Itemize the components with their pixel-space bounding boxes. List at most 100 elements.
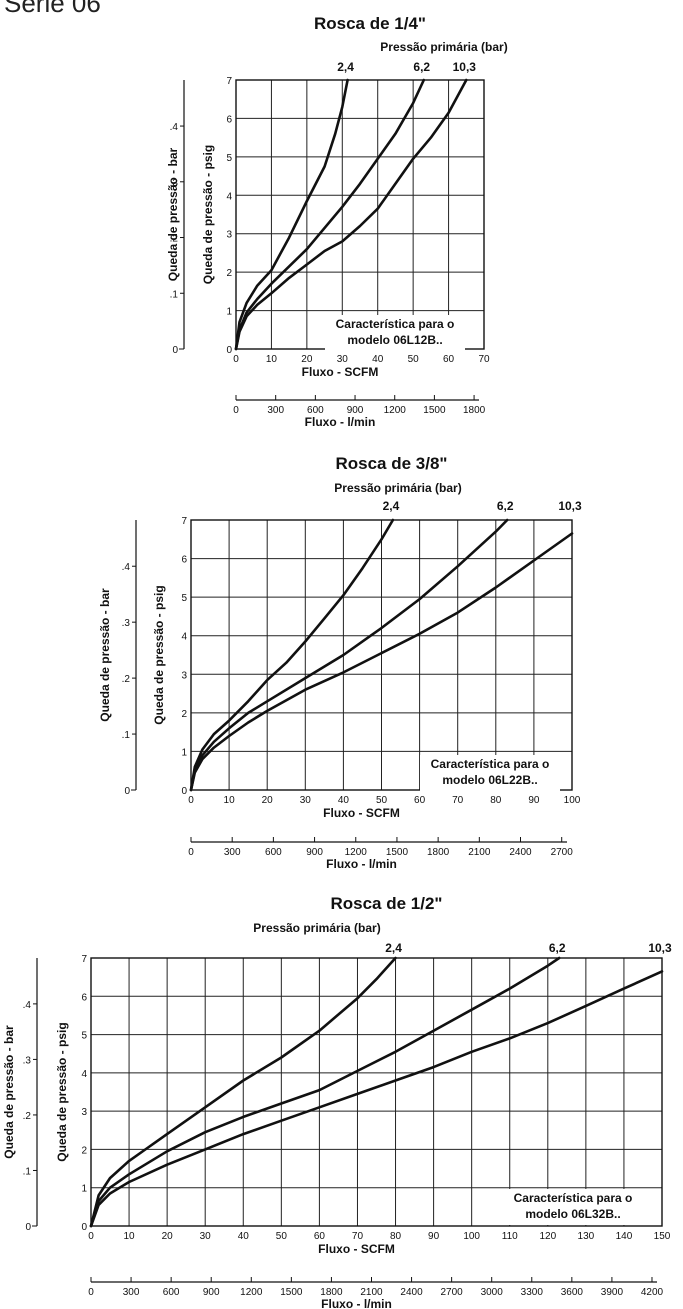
x-tick-label: 100 <box>463 1231 480 1242</box>
x2-tick-label: 1200 <box>384 405 407 416</box>
y-tick-label: 4 <box>181 632 187 643</box>
x-tick-label: 10 <box>224 795 236 806</box>
x2-tick-label: 600 <box>307 405 324 416</box>
x-tick-label: 110 <box>502 1231 518 1242</box>
x-tick-label: 130 <box>578 1231 595 1242</box>
y-tick-label: 6 <box>81 992 87 1003</box>
y-tick-label: 2 <box>226 268 232 279</box>
y-tick-label: 3 <box>226 230 232 241</box>
x2-tick-label: 3900 <box>601 1287 624 1298</box>
x-tick-label: 150 <box>654 1231 671 1242</box>
note-line-1: Característica para o <box>431 757 550 771</box>
x2-tick-label: 2400 <box>400 1287 423 1298</box>
x-tick-label: 10 <box>124 1231 136 1242</box>
y-tick-label: 3 <box>181 670 187 681</box>
x2-tick-label: 1500 <box>423 405 446 416</box>
y-tick-label: 1 <box>181 747 187 758</box>
x-tick-label: 50 <box>376 795 388 806</box>
x2-tick-label: 3600 <box>561 1287 584 1298</box>
x-tick-label: 60 <box>414 795 426 806</box>
series-label: 6,2 <box>497 499 514 513</box>
series-line <box>234 78 426 351</box>
x-tick-label: 60 <box>314 1231 326 1242</box>
note-background <box>420 755 560 791</box>
y-axis-label: Queda de pressão - psig <box>55 1022 69 1161</box>
x-tick-label: 20 <box>162 1231 174 1242</box>
series-line <box>89 956 561 1228</box>
y-axis-label: Queda de pressão - psig <box>201 145 215 284</box>
series-label: 2,4 <box>383 499 400 513</box>
y-tick-label: 7 <box>81 954 87 965</box>
note-line-2: modelo 06L32B.. <box>525 1207 620 1221</box>
x-tick-label: 20 <box>262 795 274 806</box>
x-tick-label: 0 <box>188 795 194 806</box>
x2-tick-label: 300 <box>123 1287 140 1298</box>
y-tick-label: 3 <box>81 1107 87 1118</box>
y-tick-label: 7 <box>226 76 232 87</box>
note-line-1: Característica para o <box>514 1191 633 1205</box>
x-tick-label: 40 <box>338 795 350 806</box>
y2-axis-label: Queda de pressão - bar <box>2 1025 16 1159</box>
note-line-2: modelo 06L12B.. <box>347 333 442 347</box>
x-tick-label: 140 <box>616 1231 633 1242</box>
x2-tick-label: 3300 <box>521 1287 544 1298</box>
series-line <box>189 532 574 792</box>
x-tick-label: 40 <box>372 354 384 365</box>
y2-axis-label: Queda de pressão - bar <box>166 147 180 281</box>
series-line <box>234 78 468 351</box>
note-line-2: modelo 06L22B.. <box>442 773 537 787</box>
x-tick-label: 70 <box>352 1231 364 1242</box>
x-axis-label: Fluxo - SCFM <box>318 1242 395 1256</box>
x2-tick-label: 2700 <box>441 1287 464 1298</box>
y-tick-label: 5 <box>226 153 232 164</box>
x-tick-label: 10 <box>266 354 278 365</box>
note-background <box>325 315 465 351</box>
y-tick-label: 6 <box>226 114 232 125</box>
x2-tick-label: 1800 <box>463 405 486 416</box>
y2-tick-label: .1 <box>122 730 131 741</box>
y2-tick-label: .4 <box>170 122 179 133</box>
x2-tick-label: 2400 <box>509 847 532 858</box>
x2-tick-label: 3000 <box>481 1287 504 1298</box>
x2-tick-label: 1500 <box>386 847 409 858</box>
x2-tick-label: 900 <box>306 847 323 858</box>
y-tick-label: 0 <box>181 786 187 797</box>
y2-tick-label: .2 <box>170 234 179 245</box>
y-tick-label: 5 <box>181 593 187 604</box>
note-line-1: Característica para o <box>336 317 455 331</box>
page-heading: Serie 06 <box>4 0 101 18</box>
y-tick-label: 2 <box>181 709 187 720</box>
x-axis-label: Fluxo - SCFM <box>323 806 400 820</box>
x2-tick-label: 2700 <box>551 847 574 858</box>
y2-tick-label: .3 <box>122 618 131 629</box>
y-tick-label: 1 <box>226 307 232 318</box>
legend-title: Pressão primária (bar) <box>253 921 380 935</box>
x2-tick-label: 2100 <box>360 1287 383 1298</box>
x2-axis-label: Fluxo - l/min <box>305 415 376 429</box>
y2-axis-label: Queda de pressão - bar <box>98 588 112 722</box>
plot-frame <box>90 957 663 1227</box>
x2-tick-label: 300 <box>267 405 284 416</box>
series-label: 10,3 <box>648 941 672 955</box>
y2-tick-label: .4 <box>23 1000 32 1011</box>
x2-tick-label: 600 <box>265 847 282 858</box>
y-tick-label: 2 <box>81 1145 87 1156</box>
plot-frame <box>235 79 485 350</box>
y-tick-label: 5 <box>81 1031 87 1042</box>
chart-title: Rosca de 1/2" <box>330 894 442 913</box>
x-tick-label: 70 <box>452 795 464 806</box>
x2-axis-label: Fluxo - l/min <box>326 857 397 871</box>
x-tick-label: 90 <box>428 1231 440 1242</box>
x2-tick-label: 1800 <box>320 1287 343 1298</box>
y-tick-label: 4 <box>226 191 232 202</box>
x-tick-label: 120 <box>539 1231 556 1242</box>
y2-tick-label: .2 <box>122 674 131 685</box>
x-tick-label: 0 <box>88 1231 94 1242</box>
x-tick-label: 80 <box>490 795 502 806</box>
chart-title: Rosca de 1/4" <box>314 14 426 33</box>
x-tick-label: 0 <box>233 354 239 365</box>
y2-tick-label: .1 <box>23 1166 32 1177</box>
series-line <box>189 518 509 792</box>
x2-axis-label: Fluxo - l/min <box>321 1297 392 1309</box>
y-tick-label: 0 <box>226 345 232 356</box>
